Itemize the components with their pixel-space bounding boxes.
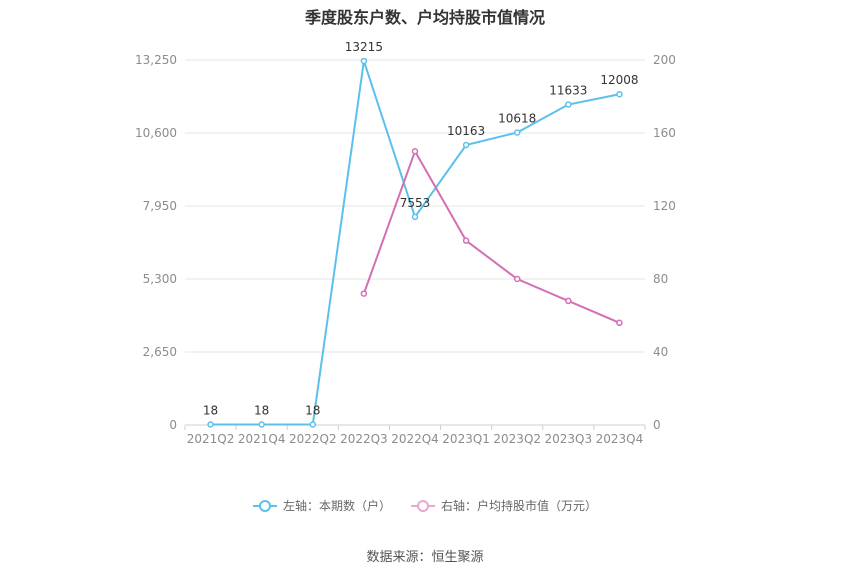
data-label: 18: [254, 404, 269, 418]
data-labels: 18 18 18 13215 7553 10163 10618 11633 12008: [203, 40, 639, 418]
grid-lines: [185, 59, 645, 426]
data-label: 7553: [400, 196, 431, 210]
legend: 左轴：本期数（户） 右轴：户均持股市值（万元）: [0, 497, 850, 514]
series-line-right: [362, 148, 620, 324]
data-point: [360, 57, 368, 65]
data-point: [565, 101, 572, 108]
left-tick-label: 5,300: [143, 272, 177, 286]
data-point: [258, 421, 265, 428]
series-layer: [207, 57, 623, 428]
legend-label-left: 左轴：本期数（户）: [282, 499, 391, 513]
x-tick-label: 2023Q3: [545, 432, 593, 446]
data-source: 数据来源：恒生聚源: [366, 550, 484, 565]
right-tick-label: 40: [653, 345, 668, 359]
data-label: 12008: [600, 73, 638, 87]
data-label: 11633: [549, 84, 587, 98]
data-label: 10163: [447, 124, 485, 138]
right-tick-label: 80: [653, 272, 668, 286]
left-tick-label: 0: [169, 418, 177, 432]
right-tick-label: 0: [653, 418, 661, 432]
data-point: [411, 148, 419, 155]
x-tick-label: 2022Q2: [289, 432, 337, 446]
data-point: [513, 275, 521, 283]
data-point: [565, 297, 572, 305]
data-label: 10618: [498, 112, 536, 126]
right-tick-label: 200: [653, 53, 676, 67]
legend-marker-left: [252, 499, 277, 513]
data-point: [462, 141, 470, 149]
x-tick-label: 2023Q2: [493, 432, 541, 446]
x-tick-label: 2021Q4: [238, 432, 286, 446]
line-chart: 0 2,650 5,300 7,950 10,600 13,250 0 40 80 120 160 2…: [135, 40, 676, 446]
data-point: [411, 213, 419, 221]
data-point: [616, 90, 623, 98]
data-point: [309, 421, 317, 428]
data-label: 13215: [345, 40, 383, 54]
x-tick-label: 2021Q2: [187, 432, 235, 446]
legend-item-right-series[interactable]: 右轴：户均持股市值（万元）: [411, 497, 597, 514]
x-tick-label: 2022Q3: [340, 432, 388, 446]
x-tick-label: 2023Q4: [596, 432, 644, 446]
data-point: [207, 421, 214, 428]
series-line-left: [210, 60, 620, 426]
data-label: 18: [305, 404, 320, 418]
legend-label-right: 右轴：户均持股市值（万元）: [441, 499, 598, 513]
x-tick-label: 2022Q4: [391, 432, 439, 446]
data-point: [616, 319, 623, 327]
right-tick-label: 120: [653, 199, 676, 213]
data-point: [462, 237, 470, 244]
x-tick-label: 2023Q1: [442, 432, 490, 446]
data-label: 18: [203, 404, 218, 418]
data-point: [360, 290, 368, 297]
axes: 0 2,650 5,300 7,950 10,600 13,250 0 40 80 120 160 2…: [135, 53, 676, 446]
legend-marker-right: [411, 499, 435, 513]
left-tick-label: 2,650: [143, 345, 177, 359]
chart-title: 季度股东户数、户均持股市值情况: [304, 8, 545, 27]
left-tick-label: 13,250: [135, 53, 177, 67]
left-tick-label: 7,950: [143, 199, 177, 213]
data-point: [513, 129, 521, 136]
left-tick-label: 10,600: [135, 126, 177, 140]
legend-item-left-series[interactable]: 左轴：本期数（户）: [252, 497, 391, 514]
right-tick-label: 160: [653, 126, 676, 140]
